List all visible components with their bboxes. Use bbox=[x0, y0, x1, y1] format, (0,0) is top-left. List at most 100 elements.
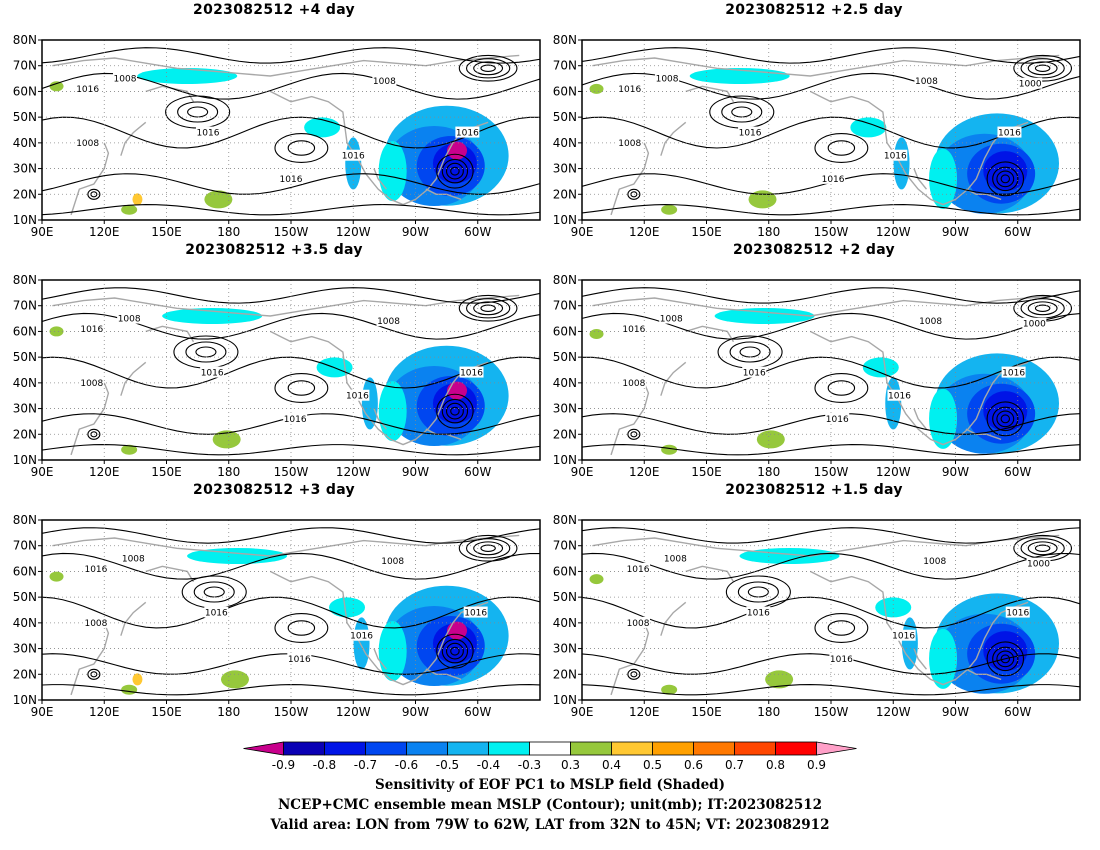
contour-label-bg bbox=[617, 82, 642, 94]
contour-label: 1016 bbox=[288, 655, 311, 665]
map-panel: 2023082512 +2.5 day 1008 1016 1008 1016 1016… bbox=[544, 2, 1084, 242]
lat-tick-label: 30N bbox=[553, 162, 577, 176]
lon-tick-label: 60W bbox=[1004, 465, 1031, 479]
lon-tick-label: 120W bbox=[876, 225, 911, 239]
contour-label: 1008 bbox=[84, 619, 107, 629]
contour-label-bg bbox=[914, 75, 939, 87]
contour-label: 1016 bbox=[346, 392, 369, 402]
map-panel: 2023082512 +4 day 1008 1016 1008 1016 1016 10… bbox=[4, 2, 544, 242]
contour-label-bg bbox=[621, 376, 646, 388]
contour-label: 1000 bbox=[1019, 80, 1042, 90]
contour-label-bg bbox=[1022, 317, 1047, 329]
contour-label-bg bbox=[887, 389, 912, 401]
lat-tick-label: 60N bbox=[553, 324, 577, 338]
lat-tick-label: 30N bbox=[553, 402, 577, 416]
contour-label: 1016 bbox=[76, 85, 99, 95]
contour-label: 1016 bbox=[84, 565, 107, 575]
lat-tick-label: 10N bbox=[553, 453, 577, 467]
lon-tick-label: 180 bbox=[217, 465, 240, 479]
contour-label-bg bbox=[1005, 606, 1030, 618]
colorbar-box bbox=[529, 741, 571, 756]
lon-tick-label: 60W bbox=[464, 465, 491, 479]
contour-label-bg bbox=[883, 149, 908, 161]
lon-tick-label: 150E bbox=[151, 465, 182, 479]
contour-label: 1016 bbox=[622, 325, 645, 335]
lat-tick-label: 20N bbox=[13, 187, 37, 201]
grid-lines bbox=[582, 40, 1080, 220]
map-panel: 2023082512 +3 day 1008 1016 1008 1016 1016 10… bbox=[4, 482, 544, 722]
contour-label-bg bbox=[825, 412, 850, 424]
contour-label-bg bbox=[341, 149, 366, 161]
lat-tick-label: 70N bbox=[553, 299, 577, 313]
contour-label-bg bbox=[621, 322, 646, 334]
panel-title: 2023082512 +2.5 day bbox=[725, 2, 903, 18]
contour-label-bg bbox=[663, 552, 688, 564]
contour-label: 1008 bbox=[915, 77, 938, 87]
colorbar-box bbox=[324, 741, 366, 756]
lon-tick-label: 60W bbox=[464, 705, 491, 719]
grid-lines bbox=[582, 520, 1080, 700]
lat-tick-label: 20N bbox=[13, 427, 37, 441]
lat-tick-label: 40N bbox=[13, 616, 37, 630]
grid-lines bbox=[42, 520, 540, 700]
contour-label-bg bbox=[75, 82, 100, 94]
colorbar-box bbox=[652, 741, 694, 756]
lon-tick-label: 90W bbox=[402, 465, 429, 479]
lon-tick-label: 90E bbox=[571, 705, 594, 719]
contour-label: 1016 bbox=[826, 415, 849, 425]
lat-tick-label: 50N bbox=[13, 110, 37, 124]
contour-label: 1008 bbox=[627, 619, 650, 629]
lat-tick-label: 70N bbox=[13, 539, 37, 553]
lat-tick-label: 10N bbox=[553, 693, 577, 707]
grid-lines bbox=[42, 40, 540, 220]
lat-tick-label: 60N bbox=[553, 84, 577, 98]
contour-label: 1008 bbox=[122, 555, 145, 565]
coastlines bbox=[52, 294, 520, 456]
contour-label: 1008 bbox=[373, 77, 396, 87]
lat-tick-label: 50N bbox=[553, 110, 577, 124]
colorbar-tick-label: 0.7 bbox=[725, 758, 744, 772]
contour-label: 1016 bbox=[627, 565, 650, 575]
lon-tick-label: 150E bbox=[151, 225, 182, 239]
colorbar-end-low bbox=[243, 741, 284, 756]
contour-label-bg bbox=[287, 652, 312, 664]
lat-tick-label: 20N bbox=[553, 427, 577, 441]
colorbar-box bbox=[611, 741, 653, 756]
contour-label-bg bbox=[997, 126, 1022, 138]
contour-label: 1008 bbox=[377, 317, 400, 327]
lon-tick-label: 150W bbox=[814, 705, 849, 719]
lat-tick-label: 10N bbox=[13, 213, 37, 227]
lon-tick-label: 180 bbox=[217, 705, 240, 719]
contour-label: 1016 bbox=[284, 415, 307, 425]
contour-label-bg bbox=[83, 562, 108, 574]
grid-lines bbox=[42, 280, 540, 460]
lat-tick-label: 40N bbox=[553, 616, 577, 630]
map-panel: 2023082512 +3.5 day 1008 1016 1008 1016 1016… bbox=[4, 242, 544, 482]
contour-label-bg bbox=[829, 652, 854, 664]
colorbar-tick-label: -0.7 bbox=[354, 758, 377, 772]
lat-tick-label: 10N bbox=[553, 213, 577, 227]
contour-label-bg bbox=[79, 322, 104, 334]
contour-label: 1008 bbox=[76, 139, 99, 149]
lon-tick-label: 150E bbox=[691, 465, 722, 479]
lon-tick-label: 120W bbox=[336, 705, 371, 719]
colorbar-tick-label: -0.6 bbox=[395, 758, 418, 772]
colorbar-box bbox=[693, 741, 735, 756]
contour-label-bg bbox=[655, 72, 680, 84]
contour-label-bg bbox=[345, 389, 370, 401]
contour-label-bg bbox=[891, 629, 916, 641]
contour-label: 1016 bbox=[464, 609, 487, 619]
contour-label: 1008 bbox=[919, 317, 942, 327]
lat-tick-label: 70N bbox=[553, 539, 577, 553]
contour-label-bg bbox=[626, 616, 651, 628]
lat-tick-label: 30N bbox=[13, 402, 37, 416]
map-layers bbox=[582, 527, 1080, 696]
contour-label: 1016 bbox=[618, 85, 641, 95]
contour-label-bg bbox=[821, 172, 846, 184]
contour-label: 1016 bbox=[830, 655, 853, 665]
lon-tick-label: 180 bbox=[757, 465, 780, 479]
colorbar: -0.9 -0.8 -0.7 -0.6 -0.5 -0.4 -0.3 0.3 0.4 0.5 0.6… bbox=[243, 741, 857, 772]
contour-label-bg bbox=[83, 616, 108, 628]
map-plot: 1008 1016 1008 1016 1016 1016 1016 1008 1000 80N 7… bbox=[553, 513, 1081, 719]
lon-tick-label: 180 bbox=[217, 225, 240, 239]
